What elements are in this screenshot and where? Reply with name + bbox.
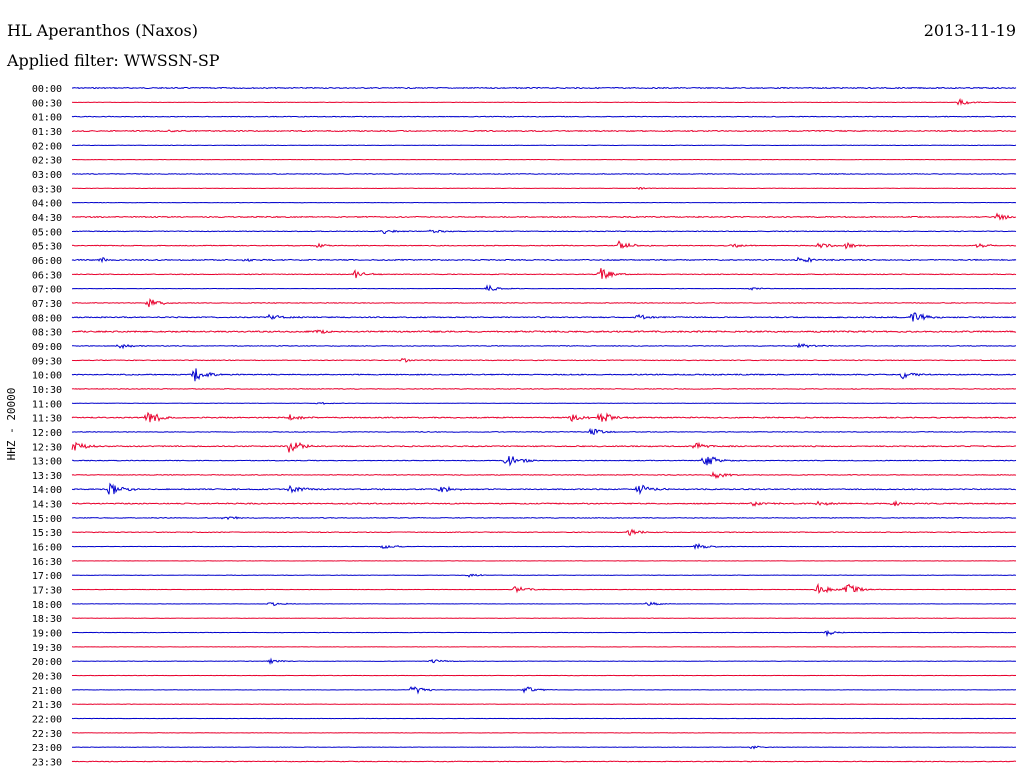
row-label: 15:00 bbox=[32, 514, 62, 525]
row-label: 08:30 bbox=[32, 328, 62, 339]
trace-line bbox=[71, 760, 1017, 763]
row-label: 22:00 bbox=[32, 715, 62, 726]
row-label: 17:30 bbox=[32, 586, 62, 597]
y-axis-label: HHZ - 20000 bbox=[5, 388, 18, 461]
row-label: 16:00 bbox=[32, 543, 62, 554]
row-label: 12:00 bbox=[32, 428, 62, 439]
row-label: 16:30 bbox=[32, 557, 62, 568]
row-label: 10:00 bbox=[32, 371, 62, 382]
trace-line bbox=[71, 470, 1017, 480]
trace-group bbox=[71, 86, 1017, 763]
trace-line bbox=[71, 456, 1017, 467]
row-label: 19:00 bbox=[32, 629, 62, 640]
row-label: 15:30 bbox=[32, 528, 62, 539]
trace-line bbox=[71, 229, 1017, 234]
trace-line bbox=[71, 173, 1017, 175]
row-label: 21:00 bbox=[32, 686, 62, 697]
row-label: 09:00 bbox=[32, 342, 62, 353]
trace-line bbox=[71, 573, 1017, 578]
trace-line bbox=[71, 516, 1017, 521]
trace-line bbox=[71, 297, 1017, 308]
row-label: 18:30 bbox=[32, 614, 62, 625]
row-label: 02:00 bbox=[32, 141, 62, 152]
trace-line bbox=[71, 629, 1017, 638]
row-label: 06:00 bbox=[32, 256, 62, 267]
row-label: 08:00 bbox=[32, 313, 62, 324]
row-label: 05:00 bbox=[32, 227, 62, 238]
trace-line bbox=[71, 499, 1017, 507]
trace-line bbox=[71, 401, 1017, 405]
trace-line bbox=[71, 357, 1017, 363]
row-label: 02:30 bbox=[32, 156, 62, 167]
row-label: 20:00 bbox=[32, 657, 62, 668]
row-label: 09:30 bbox=[32, 356, 62, 367]
row-label: 13:00 bbox=[32, 457, 62, 468]
trace-line bbox=[71, 601, 1017, 607]
trace-line bbox=[71, 212, 1017, 221]
row-label: 00:30 bbox=[32, 98, 62, 109]
trace-line bbox=[71, 98, 1017, 106]
trace-line bbox=[71, 542, 1017, 551]
row-label: 07:30 bbox=[32, 299, 62, 310]
row-label: 14:00 bbox=[32, 485, 62, 496]
trace-line bbox=[71, 528, 1017, 537]
trace-line bbox=[71, 482, 1017, 496]
filter-prefix: Applied filter: bbox=[7, 51, 119, 70]
row-label: 04:00 bbox=[32, 199, 62, 210]
filter-name: WWSSN-SP bbox=[123, 51, 220, 70]
row-label: 05:30 bbox=[32, 242, 62, 253]
trace-line bbox=[71, 368, 1017, 382]
trace-line bbox=[71, 329, 1017, 335]
row-label: 03:30 bbox=[32, 184, 62, 195]
trace-line bbox=[71, 268, 1017, 280]
trace-line bbox=[71, 186, 1017, 191]
row-label: 12:30 bbox=[32, 442, 62, 453]
row-label: 01:30 bbox=[32, 127, 62, 138]
trace-line bbox=[71, 441, 1017, 453]
row-label: 20:30 bbox=[32, 672, 62, 683]
plot-date: 2013-11-19 bbox=[923, 21, 1016, 40]
row-label: 10:30 bbox=[32, 385, 62, 396]
trace-line bbox=[72, 342, 1017, 350]
trace-line bbox=[71, 388, 1017, 390]
row-label: 11:30 bbox=[32, 414, 62, 425]
trace-line bbox=[71, 686, 1016, 695]
row-label: 19:30 bbox=[32, 643, 62, 654]
row-label: 06:30 bbox=[32, 270, 62, 281]
trace-line bbox=[71, 256, 1017, 264]
trace-line bbox=[71, 312, 1017, 322]
row-label: 01:00 bbox=[32, 113, 62, 124]
trace-line bbox=[71, 86, 1017, 90]
row-label: 23:30 bbox=[32, 758, 62, 769]
row-label: 21:30 bbox=[32, 700, 62, 711]
filter-line: Applied filter: WWSSN-SP bbox=[7, 52, 220, 70]
row-label: 23:00 bbox=[32, 743, 62, 754]
row-label: 04:30 bbox=[32, 213, 62, 224]
trace-line bbox=[71, 745, 1017, 750]
row-label: 17:00 bbox=[32, 571, 62, 582]
row-label: 03:00 bbox=[32, 170, 62, 181]
row-label: 14:30 bbox=[32, 500, 62, 511]
row-label: 18:00 bbox=[32, 600, 62, 611]
row-label: 11:00 bbox=[32, 399, 62, 410]
trace-line bbox=[71, 129, 1017, 133]
trace-line bbox=[71, 115, 1017, 118]
trace-line bbox=[71, 411, 1017, 423]
row-label: 07:00 bbox=[32, 285, 62, 296]
station-title: HL Aperanthos (Naxos) bbox=[7, 21, 198, 40]
row-label: 00:00 bbox=[32, 84, 62, 95]
row-label: 22:30 bbox=[32, 729, 62, 740]
trace-line bbox=[71, 582, 1017, 594]
trace-line bbox=[71, 657, 1017, 665]
trace-line bbox=[71, 284, 1016, 291]
row-label-group: 00:00 00:30 01:00 01:30 02:00 02:30 03:00 03:30… bbox=[32, 84, 62, 769]
trace-line bbox=[71, 240, 1017, 250]
trace-line bbox=[71, 427, 1017, 435]
row-label: 13:30 bbox=[32, 471, 62, 482]
